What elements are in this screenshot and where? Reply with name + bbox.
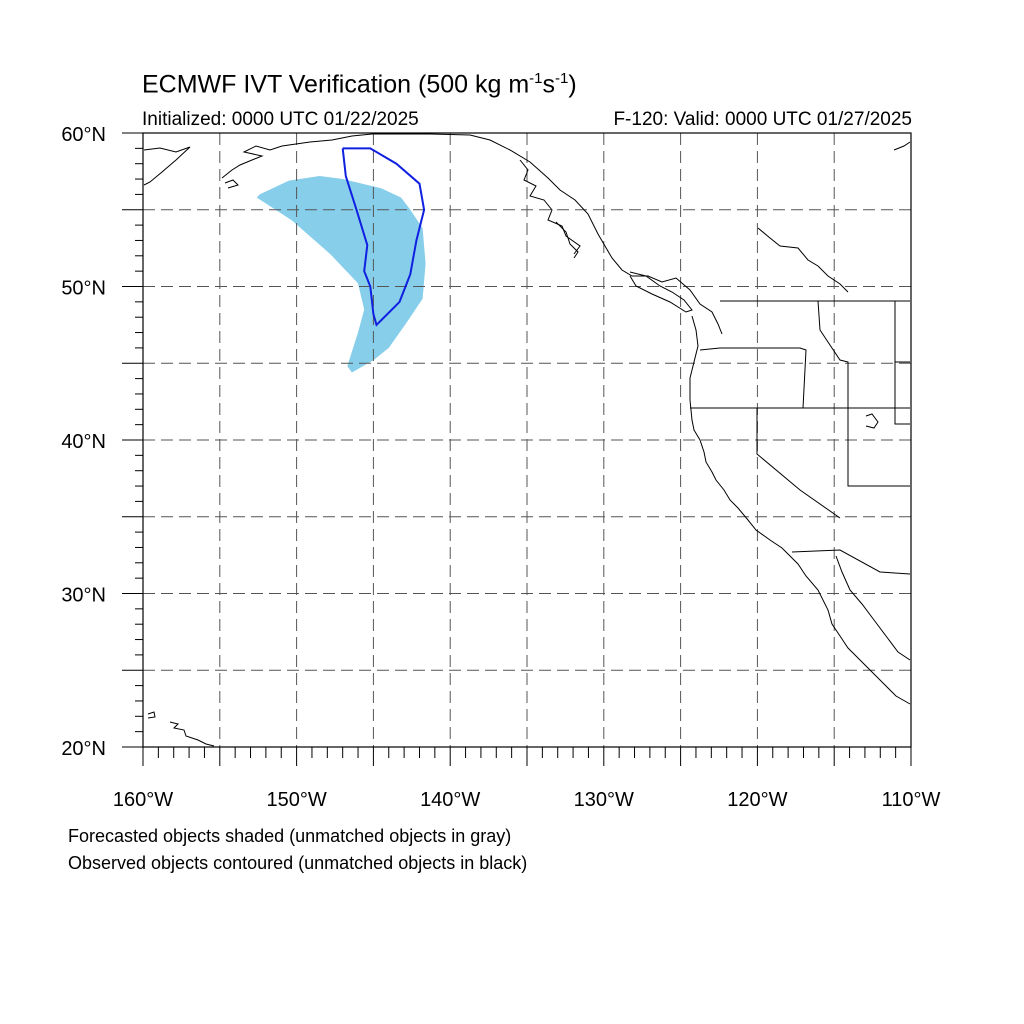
observed-object-layer <box>341 147 426 327</box>
observed-note: Observed objects contoured (unmatched ob… <box>68 853 528 873</box>
title-s: s <box>542 70 556 99</box>
nv-az-border <box>847 408 910 487</box>
map-title: ECMWF IVT Verification (500 kg m-1s-1) <box>142 70 577 99</box>
canada-ne <box>893 141 911 151</box>
observed-contour <box>341 147 426 327</box>
forecast-object-layer <box>256 176 426 373</box>
hawaii-islands <box>147 711 156 719</box>
lat-label: 20°N <box>61 738 106 760</box>
forecast-object <box>256 176 426 373</box>
forecast-note: Forecasted objects shaded (unmatched obj… <box>68 826 512 846</box>
lon-label: 140°W <box>420 789 480 811</box>
hawaii-islands-2 <box>169 721 215 747</box>
axis-labels: 160°W 150°W 140°W 130°W 120°W 110°W 20°N 30°N 40… <box>61 124 940 811</box>
initialized-label: Initialized: 0000 UTC 01/22/2025 <box>142 109 419 130</box>
graticule <box>143 133 911 747</box>
mt-border <box>894 301 910 363</box>
wy-border <box>894 362 910 425</box>
id-border <box>817 300 849 408</box>
lon-label: 110°W <box>882 789 941 811</box>
title-exp1: -1 <box>529 70 543 87</box>
wa-or-border <box>699 347 807 409</box>
haida-gwaii <box>555 221 579 259</box>
lon-label: 160°W <box>113 789 173 811</box>
lat-label: 40°N <box>61 431 106 453</box>
title-close: ) <box>568 70 577 99</box>
lat-label: 30°N <box>61 585 106 607</box>
alaska-coast <box>143 146 191 186</box>
alaska-islands <box>224 179 239 189</box>
lat-label: 50°N <box>61 278 106 300</box>
lat-label: 60°N <box>61 124 106 146</box>
canada-interior <box>757 227 849 293</box>
lon-label: 150°W <box>266 789 326 811</box>
lon-label: 120°W <box>727 789 787 811</box>
coastlines-and-borders <box>143 133 911 747</box>
us-mexico-border <box>791 549 911 575</box>
title-main: ECMWF IVT Verification (500 kg m <box>142 70 530 99</box>
title-exp2: -1 <box>555 70 569 87</box>
alaska-gulf-coast <box>221 133 723 335</box>
lon-label: 130°W <box>574 789 634 811</box>
alexander-archipelago <box>519 159 581 255</box>
great-salt-lake <box>865 413 879 429</box>
axis-ticks <box>122 132 912 766</box>
ca-nv-border <box>756 408 841 519</box>
gulf-of-california <box>835 555 911 661</box>
valid-label: F-120: Valid: 0000 UTC 01/27/2025 <box>613 109 912 130</box>
us-west-coast <box>689 315 911 705</box>
vancouver-island <box>629 271 693 313</box>
